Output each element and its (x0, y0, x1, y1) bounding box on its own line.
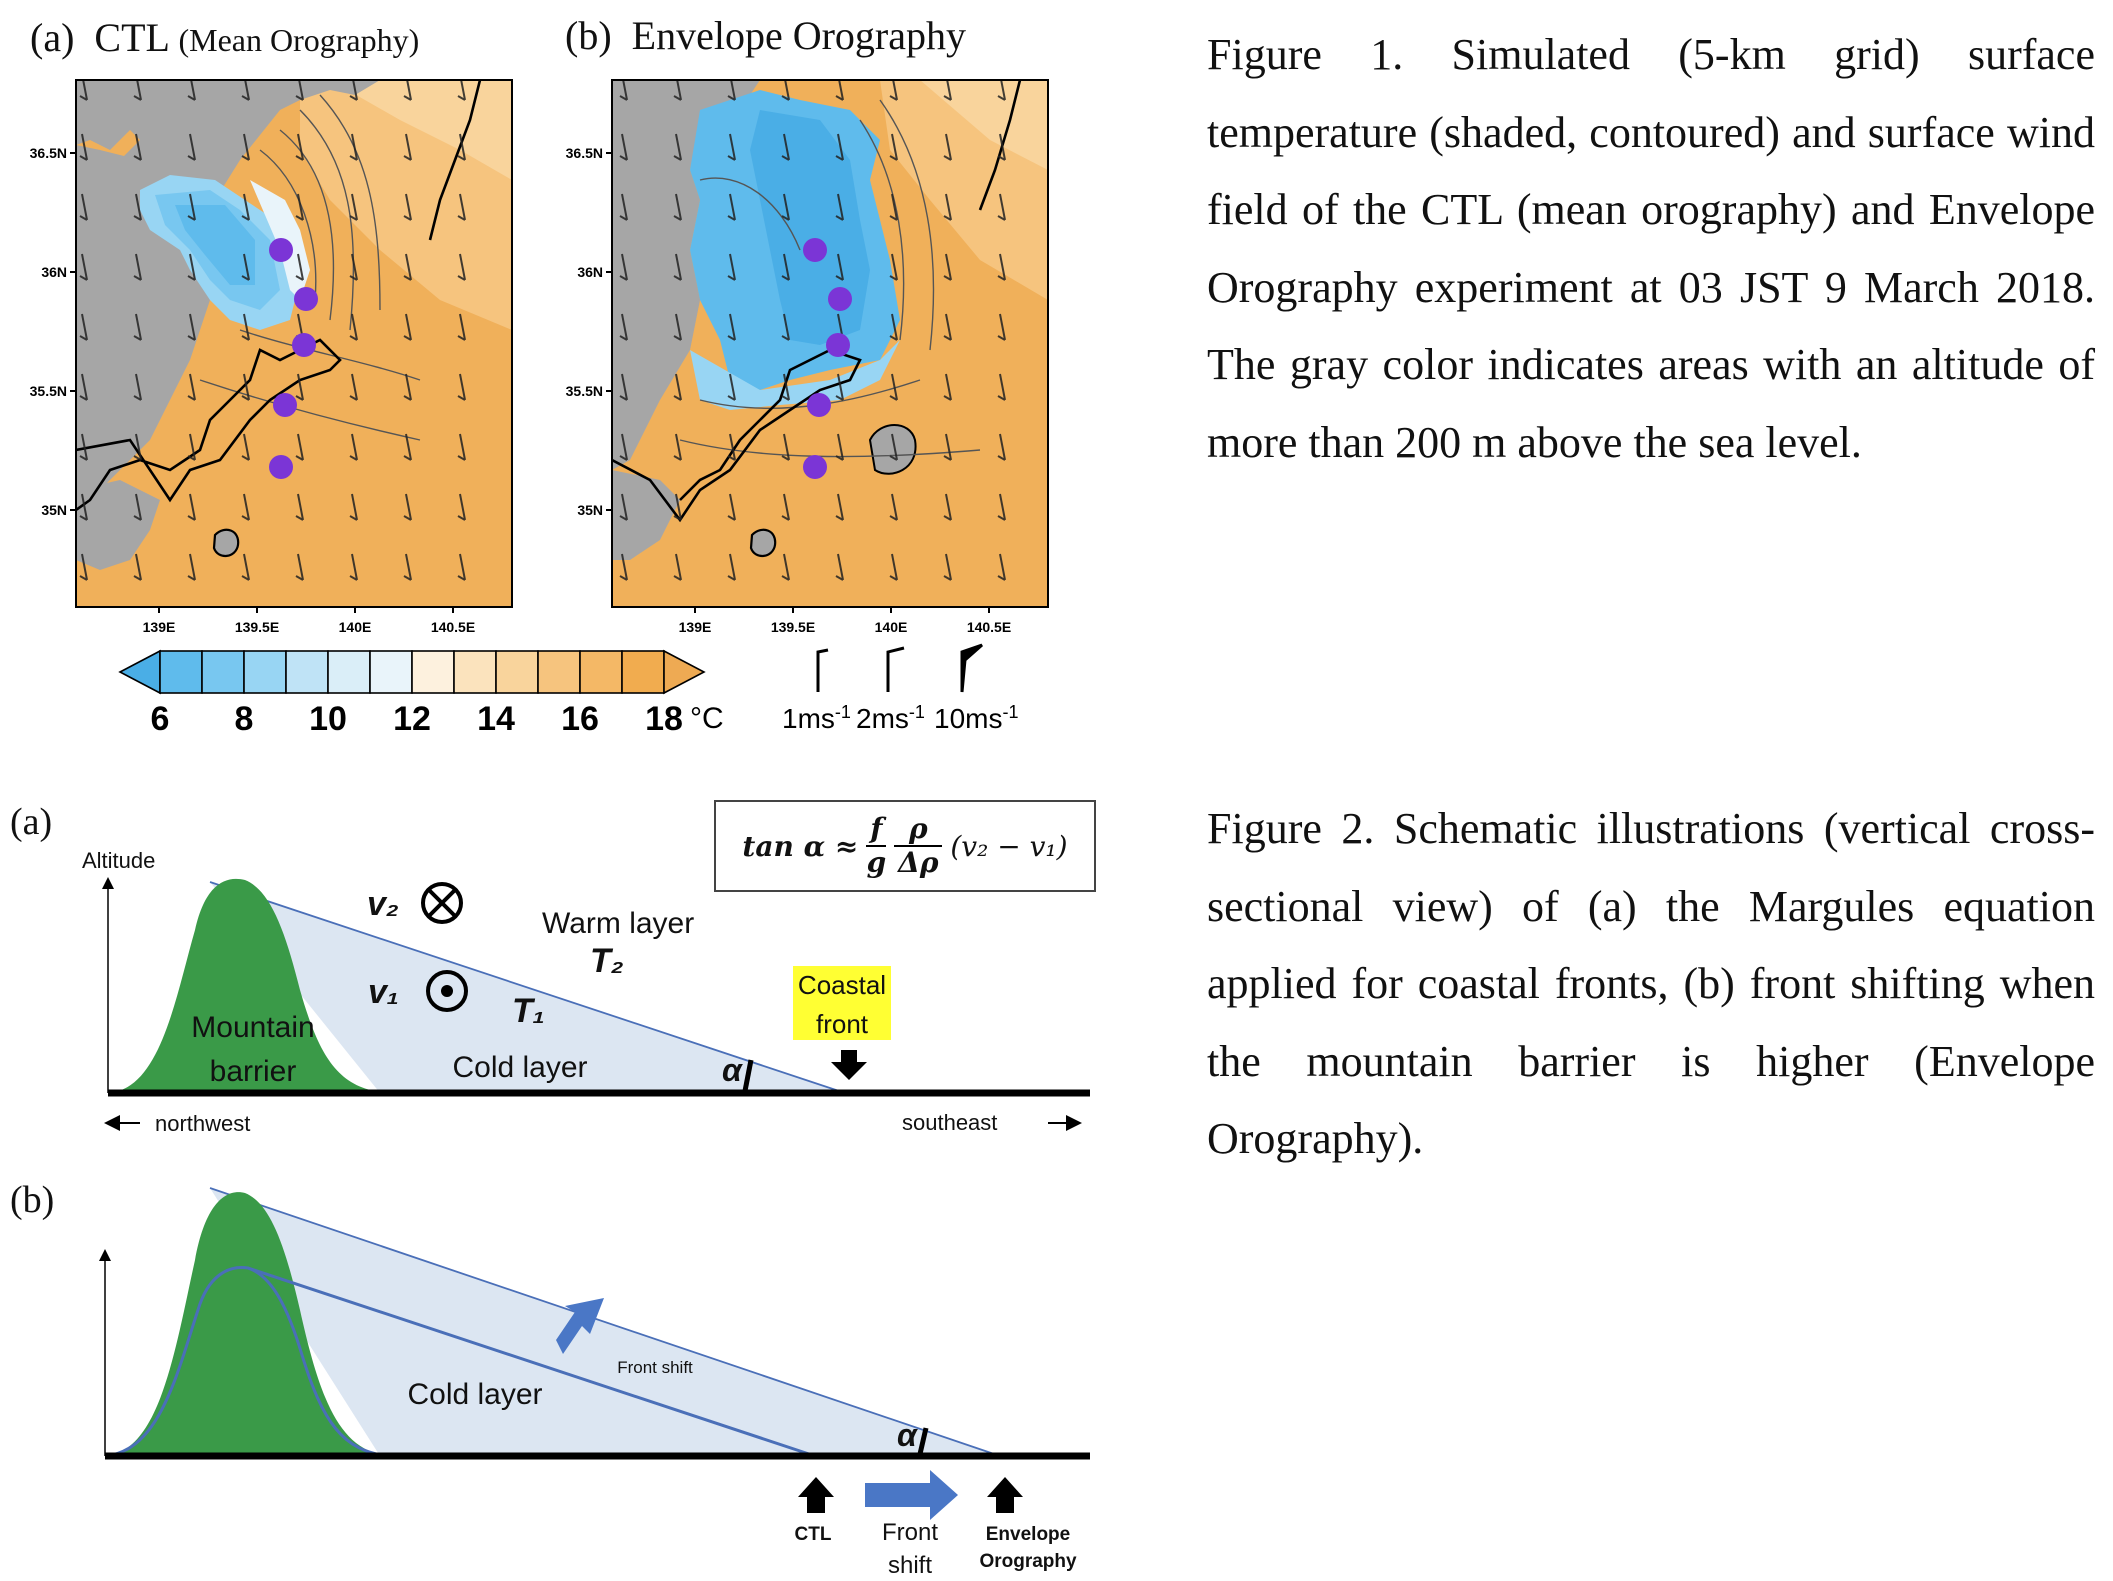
schematic-a (102, 877, 1090, 1131)
ctl-label: CTL (795, 1524, 832, 1545)
lat-label-a-3: 35.5N (30, 383, 67, 399)
warm-layer-label: Warm layer (542, 907, 694, 940)
front-shift-small-label: Front shift (617, 1358, 693, 1377)
mountain-barrier-b (105, 1192, 390, 1456)
panel-a-subtitle: (Mean Orography) (178, 22, 420, 58)
lat-label-a-1: 36.5N (30, 145, 67, 161)
coastal-front-highlight (793, 966, 891, 1040)
ctl-point-markers (269, 238, 318, 479)
envelope-label-2: Orography (979, 1551, 1077, 1572)
coastal-front-label-1: Coastal (798, 970, 886, 1000)
alpha-a-label: α (722, 1052, 743, 1088)
fig1-panel-a-title: (a) CTL (Mean Orography) (30, 14, 419, 61)
fig2-schematics: Altitude v₂ v₁ Warm layer T₂ T₁ Mountain… (82, 848, 1090, 1579)
lon-label-a-4: 140.5E (431, 619, 475, 635)
ctl-up-arrow (798, 1477, 834, 1513)
panel-b-label: (b) (565, 13, 612, 58)
flow-out-of-page-symbol (426, 970, 468, 1012)
lon-label-b-2: 139.5E (771, 619, 815, 635)
fig1-panel-b-title: (b) Envelope Orography (565, 12, 966, 59)
t1-label: T₁ (512, 992, 545, 1030)
colorbar-tick-18: 18 (645, 700, 683, 738)
equation-f: f (870, 812, 883, 845)
v2-label: v₂ (367, 885, 399, 923)
coastal-front-arrow (831, 1050, 867, 1080)
equation-rho: ρ (909, 812, 928, 845)
figure1-caption: Figure 1. Simulated (5-km grid) surface … (1207, 30, 2095, 467)
alpha-b-label: α (897, 1417, 918, 1453)
cold-layer-a-label: Cold layer (452, 1051, 587, 1084)
t2-label: T₂ (590, 942, 624, 980)
envelope-up-arrow (987, 1477, 1023, 1513)
cold-layer-b-label: Cold layer (407, 1378, 542, 1411)
altitude-label: Altitude (82, 848, 155, 873)
map-envelope-frame (611, 79, 1049, 608)
lat-ticks (70, 152, 612, 511)
wind-legend-barbs (816, 643, 983, 693)
northwest-label: northwest (155, 1111, 250, 1136)
lat-label-b-2: 36N (577, 264, 603, 280)
front-shift-diagonal-arrow (556, 1298, 604, 1354)
front-shift-label-2: shift (888, 1552, 932, 1579)
mountain-barrier-a (108, 878, 390, 1093)
front-shift-label-1: Front (882, 1519, 938, 1546)
colorbar-tick-10: 10 (309, 700, 347, 738)
envelope-point-markers (803, 238, 852, 479)
schematic-b (99, 1187, 1090, 1520)
lat-label-a-2: 36N (41, 264, 67, 280)
map-ctl-frame (75, 79, 513, 608)
lon-label-a-3: 140E (339, 619, 372, 635)
mountain-label-1: Mountain (191, 1011, 314, 1044)
colorbar-tick-12: 12 (393, 700, 431, 738)
colorbar (118, 649, 706, 695)
panel-a-label: (a) (30, 15, 75, 60)
equation-g: g (866, 846, 887, 879)
lon-label-b-4: 140.5E (967, 619, 1011, 635)
fig2-panel-a-label: (a) (10, 801, 53, 843)
southeast-label: southeast (902, 1110, 997, 1135)
colorbar-tick-8: 8 (235, 700, 254, 738)
lon-label-a-1: 139E (143, 619, 176, 635)
lon-label-a-2: 139.5E (235, 619, 279, 635)
equation-drho: Δρ (898, 846, 939, 879)
colorbar-tick-14: 14 (477, 700, 515, 738)
colorbar-tick-6: 6 (151, 700, 170, 738)
envelope-label-1: Envelope (986, 1524, 1070, 1545)
margules-equation: tan α ≈ f g ρ Δρ (v₂ − v₁) (714, 800, 1096, 892)
panel-a-title-main: CTL (94, 15, 169, 60)
mountain-label-2: barrier (210, 1055, 297, 1088)
lon-ticks (158, 607, 990, 613)
wind-legend-10: 10ms-1 (934, 702, 1018, 734)
panel-b-title-main: Envelope Orography (631, 13, 966, 58)
equation-frac-rho: ρ Δρ (894, 812, 943, 879)
wind-legend-2: 2ms-1 (856, 702, 925, 734)
coastal-front-label-2: front (816, 1009, 869, 1039)
lon-label-b-1: 139E (679, 619, 712, 635)
lat-label-b-3: 35.5N (566, 383, 603, 399)
wind-legend-1: 1ms-1 (782, 702, 851, 734)
equation-rhs: (v₂ − v₁) (950, 829, 1068, 863)
colorbar-unit: °C (690, 702, 724, 735)
colorbar-tick-16: 16 (561, 700, 599, 738)
equation-frac-fg: f g (866, 812, 887, 879)
lat-label-b-4: 35N (577, 502, 603, 518)
figure2-caption: Figure 2. Schematic illustrations (verti… (1207, 804, 2095, 1163)
equation-lhs: tan α ≈ (742, 829, 859, 863)
v1-label: v₁ (368, 973, 399, 1011)
fig1-maps: 36.5N 36N 35.5N 35N 36.5N 36N 35.5N 35N … (30, 79, 1049, 738)
lat-label-b-1: 36.5N (566, 145, 603, 161)
fig2-panel-b-label: (b) (10, 1179, 55, 1221)
lon-label-b-3: 140E (875, 619, 908, 635)
front-shift-horizontal-arrow (865, 1470, 958, 1520)
lat-label-a-4: 35N (41, 502, 67, 518)
flow-into-page-symbol (421, 882, 463, 924)
ctl-front-line (247, 1266, 816, 1458)
